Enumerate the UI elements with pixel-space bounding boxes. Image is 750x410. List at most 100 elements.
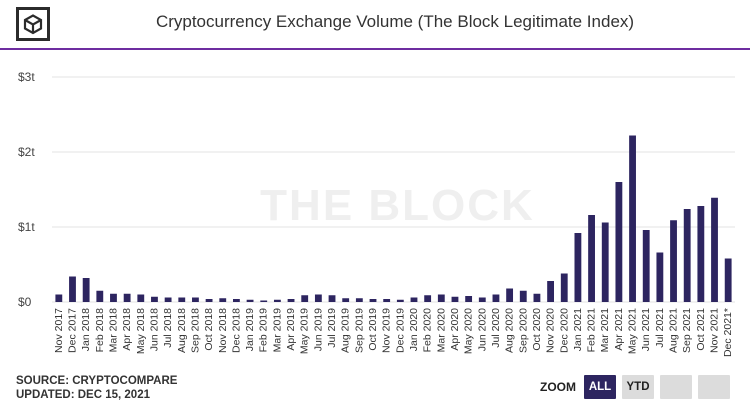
bar [178, 297, 186, 302]
bar [328, 295, 336, 302]
bar [301, 295, 309, 302]
x-tick-label: Feb 2021 [586, 308, 598, 353]
x-tick-label: Sep 2018 [189, 308, 201, 353]
bar [383, 299, 391, 302]
x-tick-label: Mar 2018 [107, 308, 119, 353]
bar [629, 135, 636, 302]
bar [642, 230, 650, 302]
bar [151, 296, 158, 302]
bar [451, 296, 459, 302]
bar [205, 299, 213, 302]
bar [287, 299, 295, 302]
bar [601, 222, 609, 302]
bar [465, 296, 473, 302]
zoom-ytd-button[interactable]: YTD [622, 375, 654, 399]
x-tick-label: Jan 2019 [244, 308, 256, 351]
bar [219, 298, 227, 302]
bar [670, 220, 677, 302]
bar [588, 215, 595, 302]
x-tick-label: Mar 2019 [271, 308, 283, 353]
watermark-text: THE BLOCK [260, 181, 535, 230]
x-tick-label: Jun 2020 [476, 308, 488, 351]
x-tick-label: Jun 2018 [148, 308, 160, 351]
x-tick-label: Dec 2020 [558, 308, 570, 353]
x-tick-label: Jan 2020 [408, 308, 420, 351]
x-tick-label: Nov 2021 [709, 308, 721, 353]
bar [110, 293, 117, 302]
x-tick-label: Jun 2021 [640, 308, 652, 351]
y-tick-label: $3t [18, 70, 35, 84]
x-tick-label: Sep 2021 [681, 308, 693, 353]
x-tick-label: May 2018 [135, 308, 147, 354]
x-tick-label: May 2019 [299, 308, 311, 354]
x-tick-label: Oct 2020 [531, 308, 543, 351]
bar [410, 297, 418, 302]
x-tick-label: Nov 2020 [545, 308, 557, 353]
source-label: SOURCE: CRYPTOCOMPARE [16, 375, 178, 387]
bar [96, 290, 104, 302]
x-tick-label: Dec 2019 [394, 308, 406, 353]
bar [342, 298, 350, 302]
zoom-range-button-1[interactable] [660, 375, 692, 399]
bar [697, 206, 705, 302]
x-tick-label: Oct 2019 [367, 308, 379, 351]
x-tick-label: Apr 2018 [121, 308, 133, 351]
x-tick-label: Aug 2019 [340, 308, 352, 353]
zoom-label: ZOOM [540, 380, 576, 394]
bar [192, 297, 199, 302]
x-tick-label: Dec 2018 [230, 308, 242, 353]
x-tick-label: Jan 2018 [80, 308, 92, 351]
x-tick-label: Nov 2018 [217, 308, 229, 353]
x-tick-label: Feb 2019 [258, 308, 270, 353]
bar [369, 299, 377, 302]
x-tick-label: Aug 2020 [504, 308, 516, 353]
y-tick-label: $2t [18, 145, 35, 159]
bar [519, 290, 527, 302]
x-tick-label: Dec 2021* [722, 308, 734, 357]
x-tick-label: Jun 2019 [312, 308, 324, 351]
x-tick-label: Oct 2021 [695, 308, 707, 351]
bar [492, 294, 500, 302]
x-tick-label: May 2021 [627, 308, 639, 354]
x-tick-label: Sep 2020 [517, 308, 529, 353]
x-tick-label: Jul 2021 [654, 308, 666, 348]
x-tick-label: Mar 2020 [435, 308, 447, 353]
x-tick-label: Jul 2020 [490, 308, 502, 348]
x-tick-label: Feb 2020 [422, 308, 434, 353]
bar [478, 297, 486, 302]
x-tick-label: Dec 2017 [66, 308, 78, 353]
chart-title: Cryptocurrency Exchange Volume (The Bloc… [155, 12, 635, 31]
bar [273, 299, 281, 302]
x-tick-label: Oct 2018 [203, 308, 215, 351]
updated-label: UPDATED: DEC 15, 2021 [16, 389, 150, 401]
bar [683, 209, 691, 302]
x-tick-label: Aug 2018 [176, 308, 188, 353]
x-tick-label: Nov 2017 [53, 308, 65, 353]
x-tick-label: Apr 2020 [449, 308, 461, 351]
x-tick-label: Jul 2018 [162, 308, 174, 348]
bar [437, 294, 445, 302]
footer-info: SOURCE: CRYPTOCOMPARE UPDATED: DEC 15, 2… [16, 374, 177, 402]
bar [82, 278, 90, 302]
bar [724, 258, 732, 302]
zoom-range-button-2[interactable] [698, 375, 730, 399]
bar [246, 299, 254, 302]
bar [574, 233, 582, 302]
bar [355, 298, 363, 302]
x-tick-label: Jul 2019 [326, 308, 338, 348]
zoom-controls: ZOOM ALL YTD [540, 375, 730, 399]
the-block-cube-logo-icon [16, 7, 50, 41]
bar [424, 295, 432, 302]
y-tick-label: $1t [18, 220, 35, 234]
bar [164, 297, 172, 302]
bar [656, 252, 664, 302]
x-tick-label: Apr 2019 [285, 308, 297, 351]
x-tick-label: Jan 2021 [572, 308, 584, 351]
x-tick-label: Aug 2021 [668, 308, 680, 353]
zoom-all-button[interactable]: ALL [584, 375, 616, 399]
x-tick-label: Sep 2019 [353, 308, 365, 353]
bar [560, 273, 568, 302]
x-tick-label: May 2020 [463, 308, 475, 354]
bar [55, 294, 63, 302]
